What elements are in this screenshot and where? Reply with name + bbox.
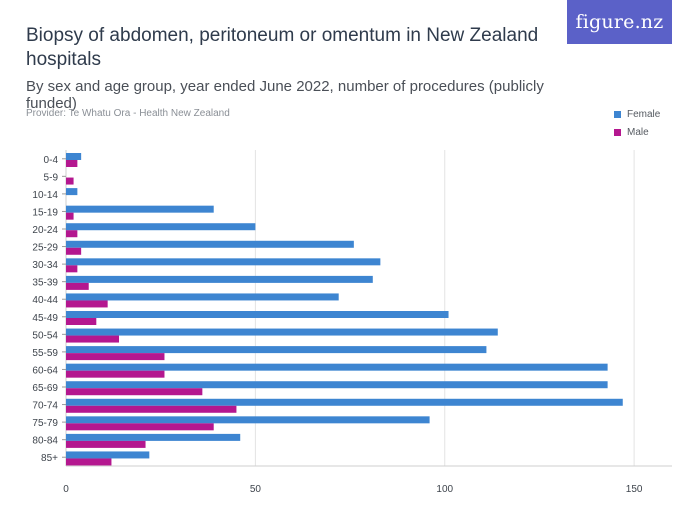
bar-female-70-74 (66, 398, 623, 406)
chart-subtitle: By sex and age group, year ended June 20… (26, 78, 544, 112)
chart-title: Biopsy of abdomen, peritoneum or omentum… (26, 25, 539, 70)
y-tick-label: 50-54 (32, 330, 58, 341)
bar-male-35-39 (66, 282, 89, 290)
bar-female-40-44 (66, 293, 339, 301)
bar-female-75-79 (66, 416, 430, 424)
bar-male-85+ (66, 458, 112, 466)
bar-female-85+ (66, 451, 150, 459)
bar-female-45-49 (66, 311, 449, 318)
y-tick-label: 30-34 (32, 260, 58, 271)
y-tick-label: 55-59 (32, 348, 58, 359)
bar-female-50-54 (66, 328, 498, 336)
y-tick-label: 65-69 (32, 383, 58, 394)
y-tick-label: 60-64 (32, 365, 58, 376)
bar-male-40-44 (66, 300, 108, 308)
bar-female-55-59 (66, 346, 487, 354)
bar-female-35-39 (66, 275, 373, 283)
y-tick-label: 70-74 (32, 401, 58, 412)
bar-female-30-34 (66, 258, 381, 266)
y-tick-label: 45-49 (32, 313, 58, 324)
chart-legend: Female Male (614, 105, 660, 141)
bar-female-80-84 (66, 433, 241, 441)
legend-item-male: Male (614, 123, 660, 141)
x-tick-label: 50 (250, 484, 262, 495)
bar-male-45-49 (66, 318, 97, 325)
y-tick-label: 15-19 (32, 207, 58, 218)
y-tick-label: 20-24 (32, 225, 58, 236)
x-tick-label: 100 (436, 484, 453, 495)
y-tick-label: 75-79 (32, 418, 58, 429)
bar-male-30-34 (66, 265, 78, 273)
y-tick-label: 0-4 (44, 155, 59, 166)
bar-male-80-84 (66, 440, 146, 448)
y-tick-label: 10-14 (32, 190, 58, 201)
bar-male-0-4 (66, 160, 78, 167)
bar-male-50-54 (66, 335, 120, 343)
figure-nz-logo[interactable]: figure.nz (567, 0, 672, 44)
bar-male-65-69 (66, 388, 203, 396)
x-tick-label: 0 (63, 484, 69, 495)
bar-female-60-64 (66, 363, 608, 371)
bar-female-20-24 (66, 223, 256, 231)
bar-male-60-64 (66, 370, 165, 378)
y-tick-label: 5-9 (44, 172, 59, 183)
bar-male-55-59 (66, 353, 165, 361)
bar-female-15-19 (66, 205, 214, 213)
bar-male-5-9 (66, 177, 74, 185)
y-tick-label: 25-29 (32, 243, 58, 254)
legend-label-male: Male (627, 126, 649, 138)
bar-female-10-14 (66, 188, 78, 196)
y-tick-label: 40-44 (32, 295, 58, 306)
legend-item-female: Female (614, 105, 660, 123)
x-tick-label: 150 (626, 484, 643, 495)
bar-male-25-29 (66, 247, 82, 255)
bar-female-0-4 (66, 153, 82, 160)
bar-male-20-24 (66, 230, 78, 238)
y-tick-label: 80-84 (32, 436, 58, 447)
bar-male-15-19 (66, 212, 74, 220)
bar-female-25-29 (66, 240, 354, 248)
provider-note: Provider: Te Whatu Ora - Health New Zeal… (26, 108, 230, 119)
bar-male-70-74 (66, 405, 237, 413)
bar-male-75-79 (66, 423, 214, 431)
legend-swatch-male (614, 128, 621, 136)
legend-swatch-female (614, 110, 621, 118)
y-tick-label: 85+ (41, 453, 58, 464)
legend-label-female: Female (627, 108, 661, 120)
y-tick-label: 35-39 (32, 278, 58, 289)
bar-female-65-69 (66, 381, 608, 389)
